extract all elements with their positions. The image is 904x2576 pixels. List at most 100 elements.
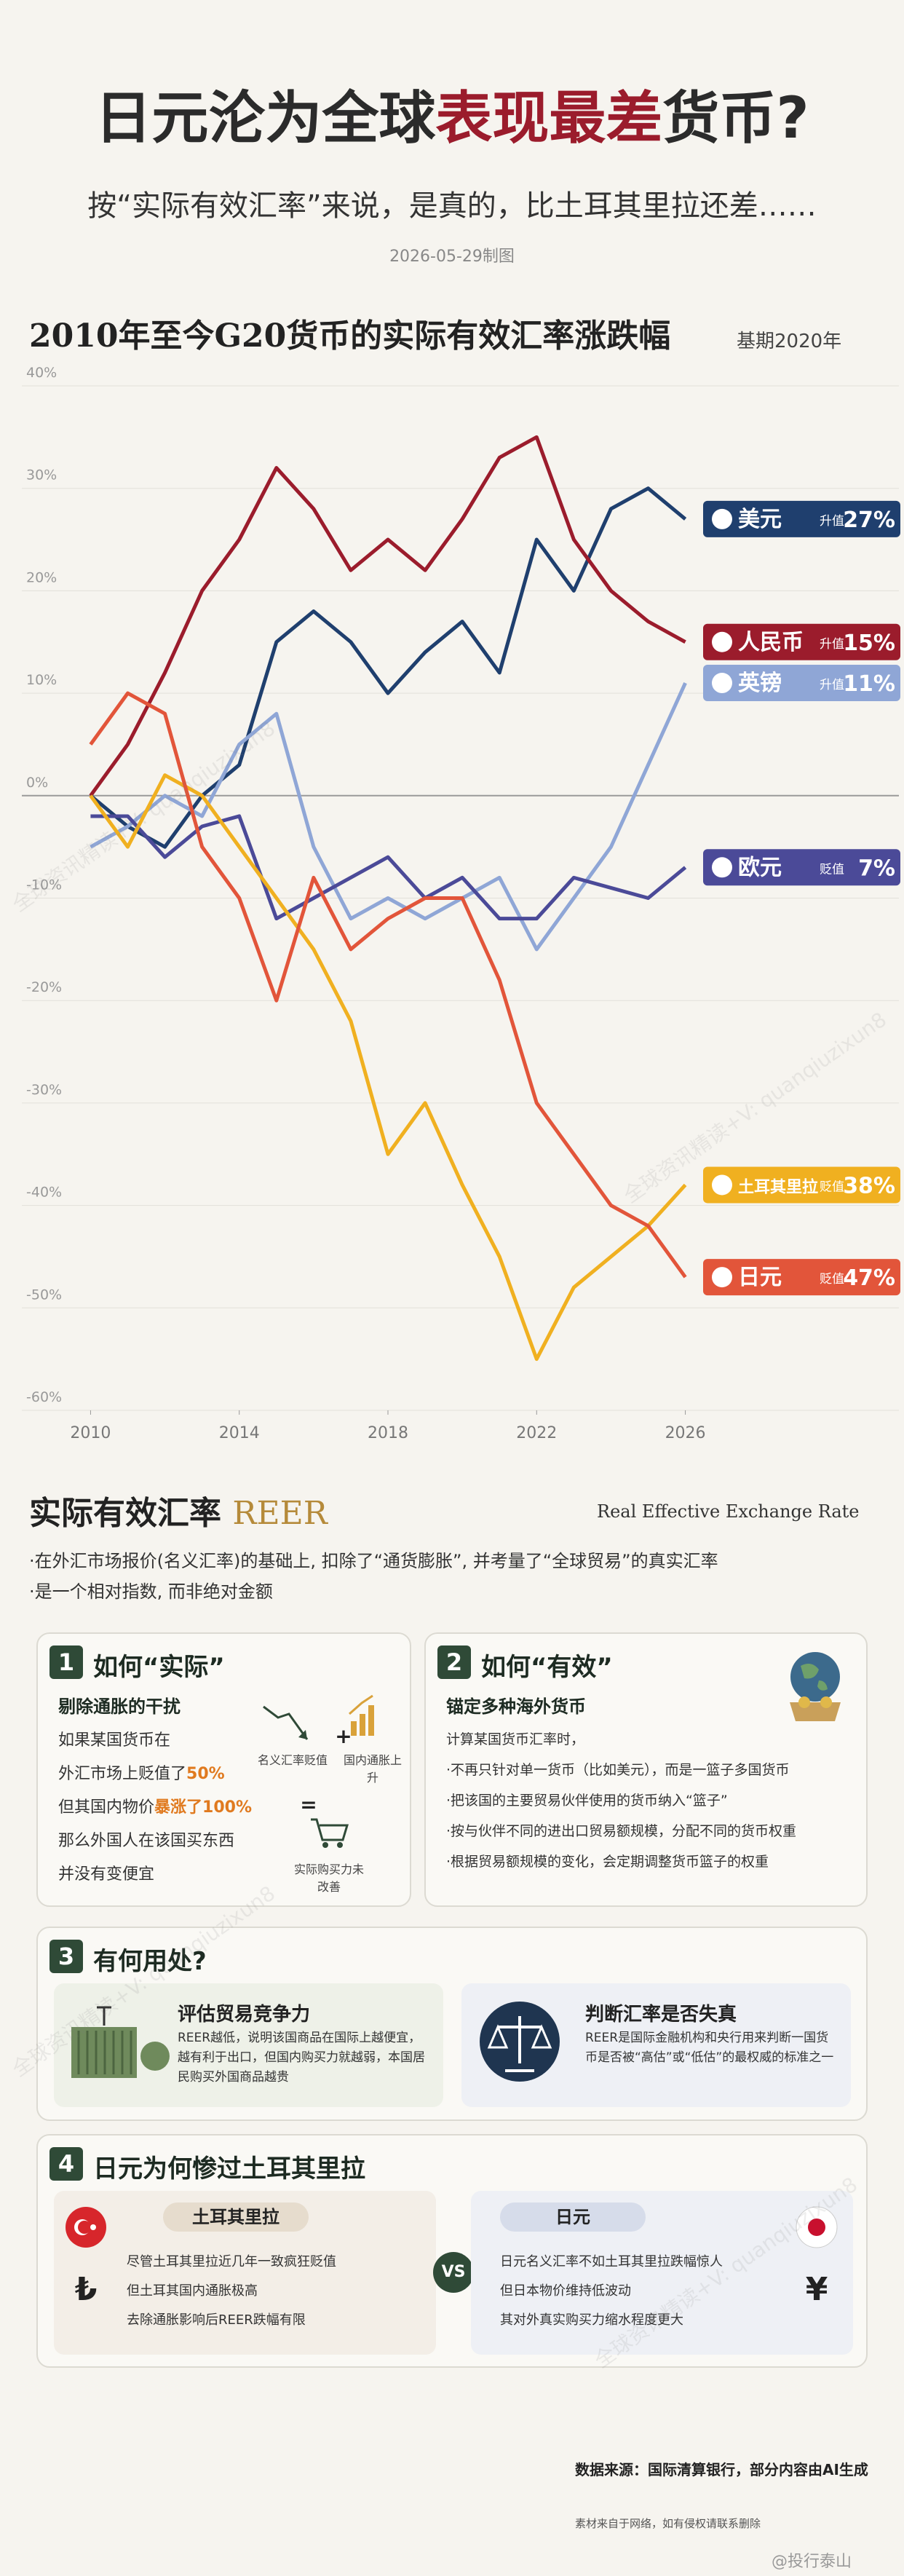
use-item: 评估贸易竞争力 REER越低，说明该国商品在国际上越便宜，越有利于出口，但国内购… bbox=[54, 1983, 443, 2107]
source: 数据来源：国际清算银行，部分内容由AI生成 bbox=[575, 2461, 868, 2478]
change-text: 贬值 bbox=[820, 1180, 844, 1194]
x-tick-label: 2014 bbox=[219, 1424, 260, 1442]
change-label: 15% bbox=[843, 631, 895, 656]
badge: 2 bbox=[437, 1645, 471, 1679]
chart-title: 2010年至今G20货币的实际有效汇率涨跌幅 bbox=[29, 317, 671, 355]
change-text: 升值 bbox=[820, 678, 844, 692]
compare-right: 日元 日元名义汇率不如土耳其里拉跌幅惊人 但日本物价维持低波动 其对外真实购买力缩水… bbox=[471, 2191, 853, 2355]
legend-name: 土耳其里拉 bbox=[738, 1177, 818, 1196]
text-line: 尽管土耳其里拉近几年一致疯狂贬值 bbox=[127, 2254, 336, 2269]
jp-flag bbox=[796, 2206, 838, 2248]
flag bbox=[712, 631, 732, 652]
x-tick-label: 2026 bbox=[665, 1424, 706, 1442]
end-label-box bbox=[703, 1259, 900, 1296]
x-tick-label: 2018 bbox=[368, 1424, 408, 1442]
compare-text: 尽管土耳其里拉近几年一致疯狂贬值 但土耳其国内通胀极高去除通胀影响后REER跌幅有… bbox=[127, 2248, 336, 2335]
compare-text: 日元名义汇率不如土耳其里拉跌幅惊人 但日本物价维持低波动其对外真实购买力缩水程度更… bbox=[500, 2248, 723, 2335]
series-line bbox=[90, 681, 687, 952]
diagram-op: + bbox=[335, 1724, 352, 1748]
y-tick-label: -50% bbox=[26, 1287, 62, 1303]
chart: 40% 30% 20% 10% 0% -10% -20% -30% -40% -50% -60% 20… bbox=[22, 365, 900, 1442]
use-title: 评估贸易竞争力 bbox=[178, 2004, 311, 2026]
change-text: 贬值 bbox=[820, 862, 844, 877]
diagram-label: 实际购买力未改善 bbox=[293, 1862, 364, 1894]
card-text: 如果某国货币在 外汇市场上贬值了50% 但其国内物价暴涨了100% 那么外国人在该国买… bbox=[58, 1724, 252, 1892]
legend-name: 欧元 bbox=[738, 855, 782, 880]
text-part: 如果某国货币在 bbox=[58, 1731, 171, 1750]
title: 日元沦为全球表现最差货币? bbox=[0, 73, 904, 154]
text-line: ·把该国的主要贸易伙伴使用的货币纳入“篮子” bbox=[446, 1793, 728, 1809]
flag bbox=[712, 1174, 732, 1196]
card-compare: 4 日元为何惨过土耳其里拉 ₺ 土耳其里拉 尽管土耳其里拉近几年一致疯狂贬值 但土… bbox=[36, 2134, 868, 2368]
y-tick-label: 0% bbox=[26, 775, 48, 791]
handle: @投行泰山 bbox=[772, 2553, 852, 2571]
series-line bbox=[90, 814, 687, 921]
change-text: 贬值 bbox=[820, 1272, 844, 1287]
text-part: 50% bbox=[186, 1765, 225, 1783]
reer-title-text: 实际有效汇率 bbox=[29, 1495, 221, 1532]
text-line: 其对外真实购买力缩水程度更大 bbox=[500, 2312, 683, 2328]
y-tick-label: -20% bbox=[26, 979, 62, 995]
text-line: 但土耳其国内通胀极高 bbox=[127, 2283, 258, 2299]
card-use: 3 有何用处? 评估贸易竞争力 REER越低，说明该国商品在国际上越便宜，越有利… bbox=[36, 1927, 868, 2121]
card-subtitle: 剔除通胀的干扰 bbox=[58, 1696, 181, 1717]
text-line: 并没有变便宜 bbox=[58, 1858, 252, 1892]
card-effective: 2 如何“有效” 锚定多种海外货币 计算某国货币汇率时， ·不再只针对单一货币（比… bbox=[424, 1632, 868, 1907]
y-tick-label: 30% bbox=[26, 467, 57, 483]
diagram-icons bbox=[263, 1694, 374, 1848]
card-title: 日元为何惨过土耳其里拉 bbox=[93, 2154, 365, 2184]
end-label-box bbox=[703, 665, 900, 702]
compare-tag: 土耳其里拉 bbox=[163, 2202, 309, 2232]
legend-name: 英镑 bbox=[738, 671, 782, 696]
text-line: 但其国内物价暴涨了100% bbox=[58, 1791, 252, 1825]
change-text: 升值 bbox=[820, 637, 844, 652]
text-part: 外汇市场上贬值了 bbox=[58, 1765, 187, 1783]
change-label: 47% bbox=[843, 1265, 895, 1291]
end-label-box bbox=[703, 1166, 900, 1204]
series-line bbox=[89, 486, 687, 849]
text-line: 日元名义汇率不如土耳其里拉跌幅惊人 bbox=[500, 2254, 723, 2269]
badge: 1 bbox=[49, 1645, 83, 1679]
text-line: 如果某国货币在 bbox=[58, 1724, 252, 1758]
text-part: 那么外国人在该国买东西 bbox=[58, 1832, 235, 1850]
diagram-op: = bbox=[300, 1793, 317, 1817]
change-text: 升值 bbox=[820, 514, 844, 529]
subtitle: 按“实际有效汇率”来说，是真的，比土耳其里拉还差…… bbox=[87, 189, 817, 223]
use-text: REER是国际金融机构和央行用来判断一国货币是否被“高估”或“低估”的最权威的标… bbox=[585, 2031, 834, 2065]
flag bbox=[712, 673, 732, 694]
tr-flag bbox=[66, 2207, 106, 2248]
text-line: 那么外国人在该国买东西 bbox=[58, 1825, 252, 1858]
y-tick-label: 10% bbox=[26, 672, 57, 688]
use-item: 判断汇率是否失真 REER是国际金融机构和央行用来判断一国货币是否被“高估”或“… bbox=[461, 1983, 851, 2107]
vs: VS bbox=[433, 2252, 474, 2293]
note: 素材来自于网络，如有侵权请联系删除 bbox=[575, 2517, 761, 2530]
end-label-box bbox=[703, 623, 900, 660]
y-tick-label: 40% bbox=[26, 365, 57, 381]
y-tick-label: -40% bbox=[26, 1185, 62, 1201]
diagram-label: 名义汇率贬值 bbox=[257, 1753, 328, 1767]
x-tick-label: 2010 bbox=[70, 1424, 111, 1442]
title-part: 货币? bbox=[662, 86, 809, 151]
card-text: 计算某国货币汇率时， ·不再只针对单一货币（比如美元），而是一篮子多国货币 ·把该国… bbox=[446, 1724, 857, 1877]
globe-icon bbox=[790, 1652, 841, 1721]
series-line bbox=[89, 691, 687, 1279]
scale-icon bbox=[480, 2002, 560, 2082]
text-line: 计算某国货币汇率时， bbox=[446, 1731, 585, 1747]
reer-abbr: REER bbox=[232, 1495, 328, 1532]
title-highlight: 表现最差 bbox=[435, 86, 663, 151]
container-icon bbox=[71, 2006, 170, 2078]
text-part: 并没有变便宜 bbox=[58, 1865, 155, 1884]
end-label-box bbox=[703, 849, 900, 886]
legend-name: 人民币 bbox=[738, 630, 804, 655]
flag bbox=[712, 508, 732, 529]
text-line: 但日本物价维持低波动 bbox=[500, 2283, 631, 2299]
text-line: ·按与伙伴不同的进出口贸易额规模，分配不同的货币权重 bbox=[446, 1823, 797, 1839]
text-line: 去除通胀影响后REER跌幅有限 bbox=[127, 2312, 306, 2328]
series-line bbox=[89, 773, 687, 1362]
card-title: 如何“实际” bbox=[93, 1653, 225, 1682]
reer-title: 实际有效汇率 REER bbox=[29, 1487, 328, 1533]
text-part: 暴涨了100% bbox=[154, 1798, 252, 1817]
